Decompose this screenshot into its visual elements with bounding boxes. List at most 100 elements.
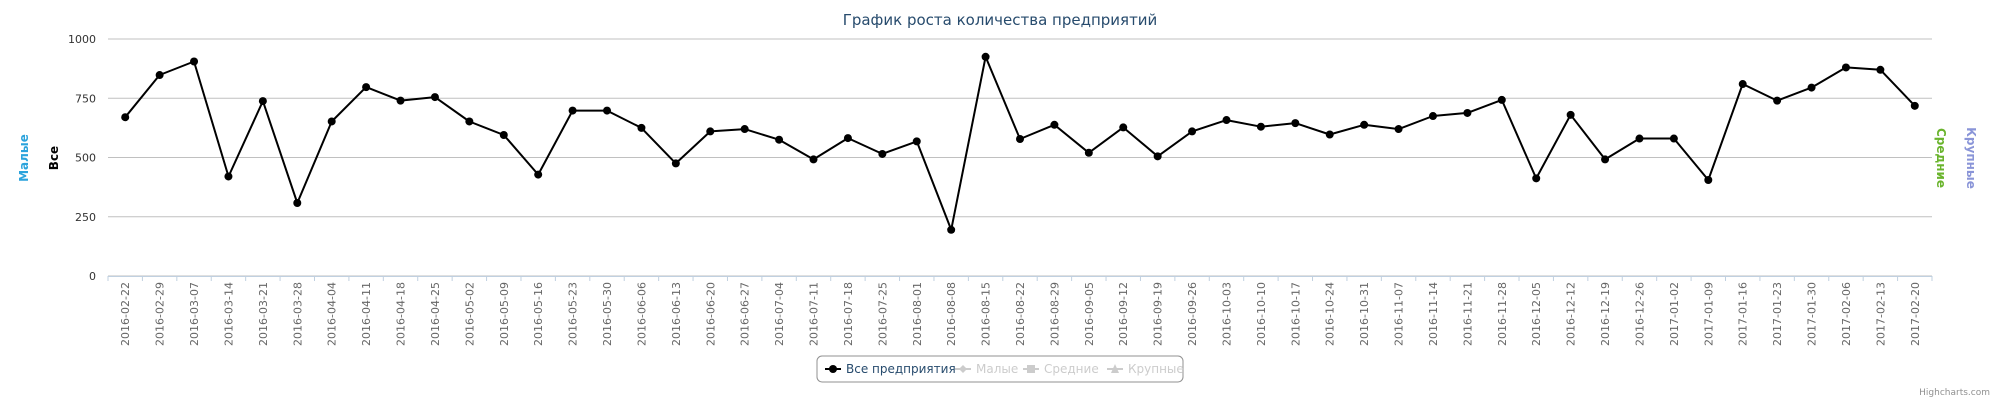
data-point[interactable] [1841, 63, 1850, 72]
data-point[interactable] [1428, 112, 1437, 121]
x-tick-label: 2016-08-15 [980, 282, 993, 346]
data-point[interactable] [1222, 116, 1231, 125]
data-point[interactable] [706, 127, 715, 136]
y-tick-label: 750 [75, 92, 96, 105]
data-point[interactable] [878, 149, 887, 158]
data-point[interactable] [1119, 123, 1128, 132]
x-axis: 2016-02-22 2016-02-29 2016-03-07 2016-03-14… [107, 276, 1933, 346]
data-point[interactable] [1188, 127, 1197, 136]
data-point[interactable] [1566, 110, 1575, 119]
x-tick-label: 2016-03-28 [291, 282, 304, 346]
data-point[interactable] [155, 71, 164, 80]
data-point[interactable] [465, 117, 474, 126]
chart-title: График роста количества предприятий [843, 11, 1158, 29]
data-point[interactable] [1704, 176, 1713, 185]
x-tick-label: 2016-04-18 [395, 282, 408, 346]
data-point[interactable] [499, 130, 508, 139]
axis-titles: Малые Все Средние Крупные [17, 127, 1978, 189]
legend-marker-square-icon [1027, 365, 1035, 373]
data-point[interactable] [740, 125, 749, 134]
axis-title-small: Малые [17, 134, 31, 182]
x-tick-label: 2016-11-21 [1461, 282, 1474, 346]
data-point[interactable] [947, 225, 956, 234]
data-point[interactable] [1291, 119, 1300, 128]
x-tick-label: 2016-10-17 [1289, 282, 1302, 346]
x-tick-label: 2016-03-21 [257, 282, 270, 346]
x-tick-label: 2016-11-07 [1393, 282, 1406, 346]
x-tick-label: 2017-02-13 [1874, 282, 1887, 346]
y-tick-label: 1000 [68, 33, 96, 46]
data-point[interactable] [809, 155, 818, 164]
data-point[interactable] [1773, 96, 1782, 105]
data-point[interactable] [1016, 135, 1024, 144]
data-point[interactable] [981, 52, 990, 61]
data-point[interactable] [775, 135, 784, 144]
legend: Все предприятия Малые Средние Крупные [816, 355, 1184, 383]
data-point[interactable] [843, 134, 852, 143]
data-point[interactable] [1084, 148, 1093, 157]
data-point[interactable] [1360, 120, 1369, 129]
x-tick-label: 2017-02-20 [1909, 282, 1922, 346]
data-point[interactable] [327, 117, 336, 126]
x-tick-label: 2016-07-25 [876, 282, 889, 346]
series-all-enterprises [121, 52, 1919, 234]
legend-item-large[interactable]: Крупные [1107, 362, 1184, 376]
x-tick-label: 2016-06-06 [635, 282, 648, 346]
data-point[interactable] [1601, 155, 1610, 164]
x-tick-label: 2016-06-20 [704, 282, 717, 346]
x-tick-label: 2016-08-08 [945, 282, 958, 346]
data-point[interactable] [1807, 83, 1816, 92]
x-tick-label: 2016-07-18 [842, 282, 855, 346]
data-point[interactable] [190, 57, 199, 66]
data-point[interactable] [671, 159, 680, 168]
data-point[interactable] [568, 106, 577, 115]
x-tick-label: 2016-12-05 [1530, 282, 1543, 346]
x-tick-label: 2016-04-04 [326, 282, 339, 346]
data-point[interactable] [1635, 134, 1644, 143]
data-point[interactable] [1050, 120, 1059, 129]
data-point[interactable] [534, 170, 543, 179]
y-tick-label: 250 [75, 211, 96, 224]
data-point[interactable] [1463, 108, 1472, 117]
legend-item-all[interactable]: Все предприятия [825, 362, 956, 376]
data-point[interactable] [1394, 125, 1403, 134]
legend-marker-circle-icon [829, 365, 837, 373]
data-point[interactable] [224, 172, 233, 181]
x-tick-label: 2016-09-19 [1152, 282, 1165, 346]
data-point[interactable] [1497, 95, 1506, 104]
data-point[interactable] [293, 199, 302, 208]
data-point[interactable] [362, 83, 371, 92]
x-tick-label: 2016-05-02 [463, 282, 476, 346]
legend-label-small: Малые [976, 362, 1018, 376]
credits-link[interactable]: Highcharts.com [1919, 388, 1990, 398]
x-tick-label: 2016-09-05 [1083, 282, 1096, 346]
grid [108, 38, 1932, 277]
data-point[interactable] [1876, 65, 1885, 74]
data-point[interactable] [637, 123, 646, 132]
axis-title-large: Крупные [1964, 127, 1978, 189]
data-point[interactable] [1256, 122, 1265, 131]
data-point[interactable] [1153, 152, 1162, 161]
legend-item-small[interactable]: Малые [955, 362, 1018, 376]
x-tick-label: 2016-03-07 [188, 282, 201, 346]
data-point[interactable] [258, 97, 267, 106]
x-tick-label: 2016-12-26 [1633, 282, 1646, 346]
x-tick-label: 2017-01-16 [1737, 282, 1750, 346]
x-tick-label: 2016-08-22 [1014, 282, 1027, 346]
data-point[interactable] [430, 93, 439, 102]
x-tick-label: 2016-08-29 [1048, 282, 1061, 346]
legend-item-medium[interactable]: Средние [1023, 362, 1099, 376]
data-point[interactable] [603, 106, 612, 115]
data-point[interactable] [1738, 80, 1747, 89]
legend-label-large: Крупные [1128, 362, 1184, 376]
data-point[interactable] [396, 96, 405, 105]
x-tick-label: 2016-05-09 [498, 282, 511, 346]
data-point[interactable] [1910, 101, 1919, 110]
data-point[interactable] [912, 137, 921, 146]
data-point[interactable] [1325, 130, 1334, 139]
data-point[interactable] [121, 113, 130, 122]
x-tick-label: 2016-10-10 [1255, 282, 1268, 346]
data-point[interactable] [1532, 174, 1541, 183]
x-tick-label: 2016-06-13 [670, 282, 683, 346]
data-point[interactable] [1669, 134, 1678, 143]
